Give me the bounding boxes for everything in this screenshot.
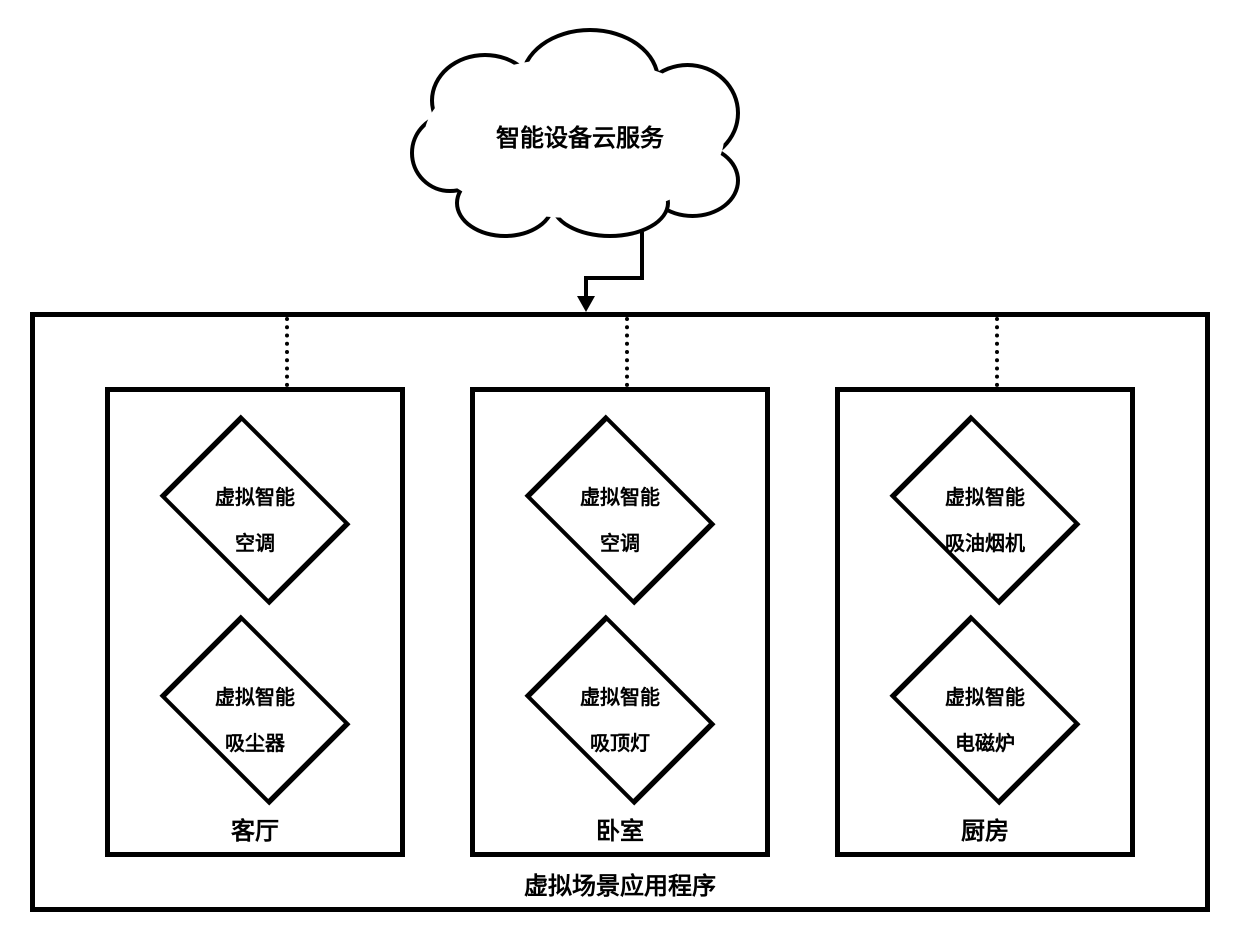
device-label-line: 空调 [235,533,275,555]
room-label: 厨房 [840,811,1130,846]
device-label-line: 虚拟智能 [945,687,1025,709]
cloud-node: 智能设备云服务 [380,18,780,248]
app-box-label: 虚拟场景应用程序 [35,866,1205,901]
device-label-line: 虚拟智能 [215,487,295,509]
device-node: 虚拟智能 空调 [170,452,340,567]
device-label: 虚拟智能 电磁炉 [890,664,1080,756]
arrow-segment [584,276,588,298]
dotted-connector [995,317,999,387]
device-label-line: 虚拟智能 [580,687,660,709]
device-node: 虚拟智能 空调 [535,452,705,567]
device-label: 虚拟智能 吸尘器 [160,664,350,756]
room-label: 客厅 [110,811,400,846]
cloud-label: 智能设备云服务 [380,118,780,153]
device-node: 虚拟智能 电磁炉 [900,652,1070,767]
device-node: 虚拟智能 吸油烟机 [900,452,1070,567]
diagram-canvas: 智能设备云服务 虚拟智能 空调 虚拟智能 吸尘器 [0,0,1240,945]
device-label: 虚拟智能 空调 [160,464,350,556]
arrow-head-icon [577,296,595,312]
device-label-line: 虚拟智能 [215,687,295,709]
device-node: 虚拟智能 吸顶灯 [535,652,705,767]
room-living: 虚拟智能 空调 虚拟智能 吸尘器 客厅 [105,387,405,857]
room-kitchen: 虚拟智能 吸油烟机 虚拟智能 电磁炉 厨房 [835,387,1135,857]
device-label-line: 电磁炉 [955,733,1015,755]
device-label-line: 吸油烟机 [945,533,1025,555]
device-label: 虚拟智能 吸顶灯 [525,664,715,756]
app-box: 虚拟智能 空调 虚拟智能 吸尘器 客厅 虚拟智能 空调 [30,312,1210,912]
device-label-line: 吸顶灯 [590,733,650,755]
room-label: 卧室 [475,811,765,846]
room-bedroom: 虚拟智能 空调 虚拟智能 吸顶灯 卧室 [470,387,770,857]
device-label: 虚拟智能 空调 [525,464,715,556]
device-label-line: 吸尘器 [225,733,285,755]
device-label-line: 空调 [600,533,640,555]
device-node: 虚拟智能 吸尘器 [170,652,340,767]
device-label-line: 虚拟智能 [945,487,1025,509]
dotted-connector [625,317,629,387]
dotted-connector [285,317,289,387]
arrow-segment [584,276,644,280]
device-label: 虚拟智能 吸油烟机 [890,464,1080,556]
device-label-line: 虚拟智能 [580,487,660,509]
arrow-segment [640,232,644,276]
